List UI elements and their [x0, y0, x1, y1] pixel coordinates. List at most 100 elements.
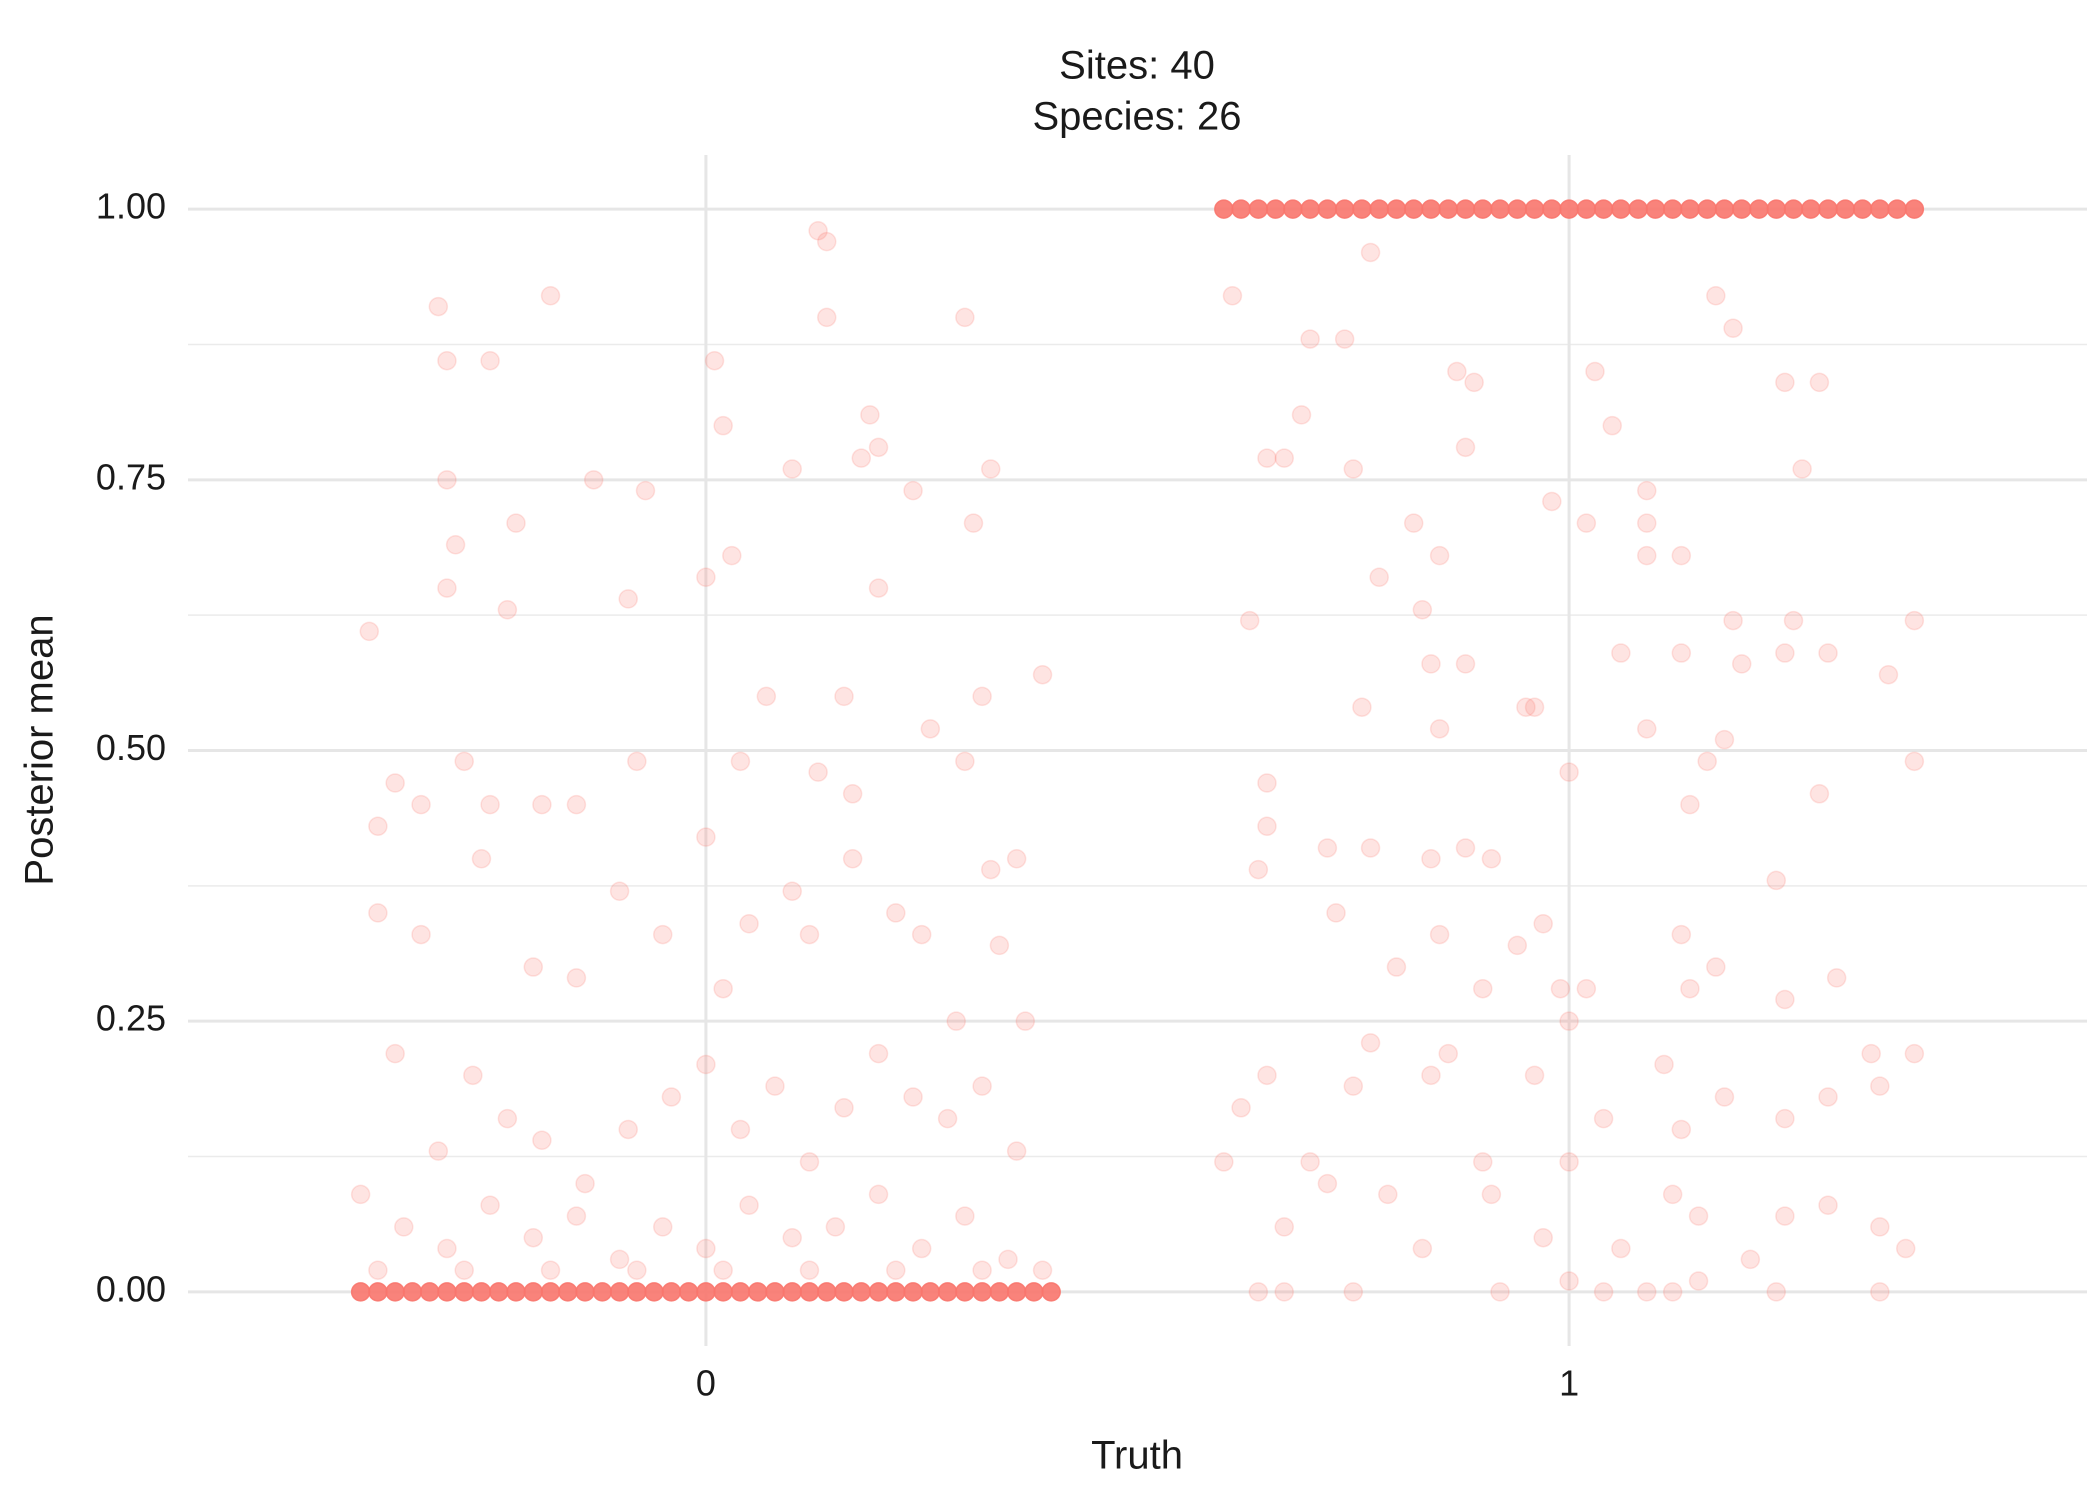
point	[886, 903, 906, 923]
point	[1447, 361, 1467, 382]
point	[1628, 199, 1648, 219]
point	[1473, 1152, 1493, 1172]
point	[523, 1227, 544, 1248]
point	[463, 1065, 483, 1086]
point	[1455, 654, 1476, 674]
point	[834, 1282, 854, 1302]
point	[1887, 199, 1907, 219]
point	[1378, 1184, 1398, 1205]
point	[1680, 794, 1700, 815]
point	[368, 903, 388, 923]
point	[506, 1282, 526, 1302]
point	[540, 1260, 561, 1280]
point	[981, 859, 1001, 880]
point	[1041, 1282, 1061, 1302]
point	[851, 1282, 872, 1302]
point	[1697, 199, 1717, 219]
point	[368, 1282, 388, 1302]
point	[1239, 610, 1260, 631]
point	[428, 1141, 449, 1161]
point	[1637, 1282, 1657, 1302]
point	[627, 751, 647, 772]
point	[747, 1282, 768, 1302]
point	[1343, 1076, 1364, 1096]
point	[1809, 372, 1830, 393]
point	[1024, 1282, 1044, 1302]
point	[1826, 968, 1847, 988]
x-tick-label: 0	[696, 1363, 716, 1404]
point	[713, 978, 733, 999]
y-tick-label: 0.25	[96, 998, 166, 1039]
point	[1015, 1011, 1036, 1031]
point	[1714, 729, 1735, 750]
point	[1334, 199, 1355, 219]
point	[1706, 286, 1726, 306]
point	[903, 1087, 923, 1107]
point	[1032, 664, 1053, 685]
point	[1662, 199, 1683, 219]
point	[1870, 199, 1890, 219]
point	[1352, 199, 1372, 219]
point	[765, 1076, 785, 1096]
point	[480, 794, 500, 815]
point	[1257, 773, 1277, 793]
point	[1231, 199, 1251, 219]
point	[1688, 1271, 1709, 1291]
point	[799, 924, 820, 945]
point	[437, 1282, 457, 1302]
point	[955, 1206, 975, 1226]
point	[782, 459, 802, 479]
point	[1412, 1238, 1433, 1259]
point	[1274, 1217, 1294, 1237]
point	[1248, 199, 1269, 219]
point	[644, 1282, 664, 1302]
point	[1455, 199, 1476, 219]
point	[868, 1282, 889, 1302]
point	[799, 1152, 820, 1172]
point	[704, 350, 725, 371]
point	[1006, 1282, 1027, 1302]
point	[1662, 1282, 1683, 1302]
point	[946, 1011, 966, 1031]
point	[471, 849, 492, 869]
point	[1637, 513, 1657, 533]
point	[868, 1043, 889, 1064]
point	[497, 1108, 518, 1129]
point	[454, 1260, 474, 1280]
point	[998, 1249, 1018, 1270]
point	[825, 1217, 846, 1237]
point	[911, 924, 932, 945]
point	[653, 1217, 673, 1237]
point	[851, 448, 872, 468]
point	[1662, 1184, 1683, 1205]
point	[1421, 654, 1441, 674]
point	[523, 1282, 544, 1302]
point	[1360, 1033, 1381, 1053]
point	[1559, 1011, 1579, 1031]
x-tick-label: 1	[1559, 1363, 1579, 1404]
point	[1481, 1184, 1502, 1205]
y-tick-label: 0.50	[96, 727, 166, 768]
point	[1731, 654, 1752, 674]
point	[1559, 1271, 1579, 1291]
point	[696, 1282, 716, 1302]
point	[730, 1282, 751, 1302]
point	[1611, 643, 1631, 663]
point	[1576, 199, 1597, 219]
point	[1723, 318, 1743, 338]
point	[1593, 1282, 1614, 1302]
point	[1559, 199, 1579, 219]
point	[1775, 1108, 1795, 1129]
point	[1576, 513, 1597, 533]
point	[722, 545, 742, 566]
point	[1611, 199, 1631, 219]
points	[350, 199, 1925, 1302]
point	[454, 751, 474, 772]
y-tick-label: 1.00	[96, 186, 166, 227]
point	[1490, 1282, 1510, 1302]
point	[713, 415, 733, 436]
point	[1878, 664, 1899, 685]
point	[1602, 415, 1622, 436]
point	[437, 578, 457, 598]
